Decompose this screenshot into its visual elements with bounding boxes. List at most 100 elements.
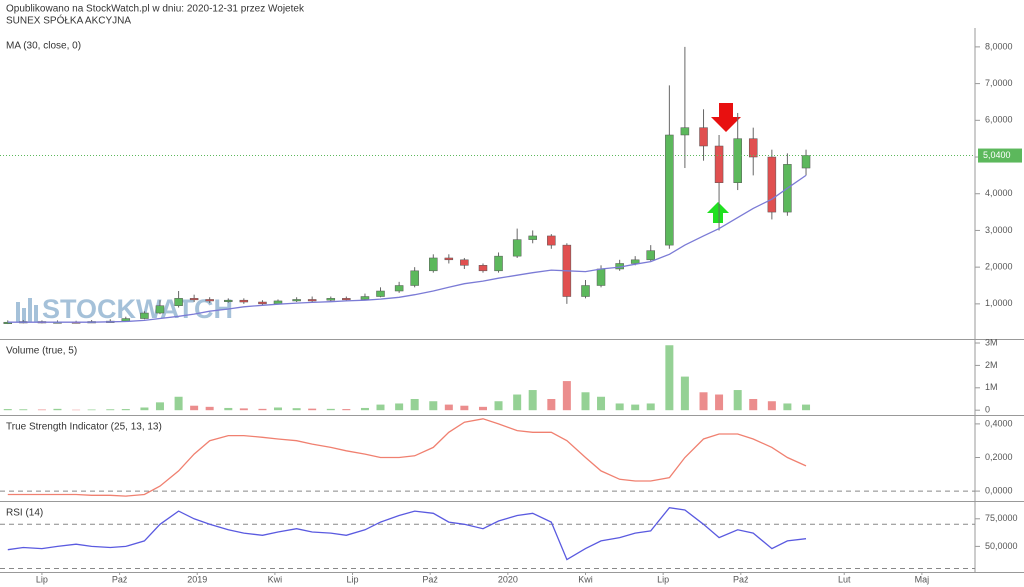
volume-bar (715, 394, 724, 411)
volume-bar (53, 408, 62, 411)
candle-body (630, 259, 640, 264)
volume-bar (395, 403, 404, 411)
y-tick-label: 75,0000 (985, 513, 1018, 523)
candle-body (307, 299, 317, 302)
candle-body (547, 235, 556, 246)
volume-bar (155, 402, 164, 411)
volume-bar (121, 409, 130, 411)
candle-body (342, 298, 351, 301)
candle-body (460, 259, 469, 266)
candle-body (714, 145, 724, 183)
y-tick-label: 4,0000 (985, 188, 1013, 198)
candle-body (429, 257, 438, 272)
y-tick-label: 1M (985, 382, 998, 392)
volume-bar (342, 409, 351, 411)
volume-bar (258, 408, 267, 411)
candle-body (699, 127, 708, 147)
y-tick-label: 3,0000 (985, 225, 1013, 235)
x-tick-label: Lip (36, 574, 48, 584)
y-tick-label: 0,0000 (985, 485, 1013, 495)
candle-body (665, 134, 674, 246)
volume-bar (631, 404, 640, 411)
volume-bar (140, 407, 149, 411)
candle-body (512, 239, 522, 257)
volume-bar (802, 404, 811, 411)
candle-body (292, 299, 301, 302)
candle-body (258, 301, 267, 305)
volume-bar (3, 409, 12, 411)
volume-bar (444, 404, 453, 411)
volume-bar (528, 390, 537, 411)
volume-bar (767, 401, 776, 411)
candle-body (581, 285, 590, 297)
volume-bar (190, 405, 199, 411)
volume-bar (429, 401, 438, 411)
volume-bar (308, 408, 317, 411)
volume-bar (273, 407, 282, 411)
y-tick-label: 50,0000 (985, 541, 1018, 551)
y-tick-label: 0,4000 (985, 418, 1013, 428)
candle-body (596, 268, 606, 286)
candle-body (376, 290, 385, 297)
last-price-box (978, 148, 1022, 163)
x-tick-label: Paź (422, 574, 438, 584)
volume-bar (581, 392, 590, 411)
line (7, 507, 807, 561)
chart-title: Opublikowano na StockWatch.pl w dniu: 20… (6, 4, 305, 15)
y-tick-label: 2,0000 (985, 262, 1013, 272)
volume-bar (562, 381, 571, 411)
candle-body (748, 138, 758, 158)
x-tick-label: Kwi (268, 574, 283, 584)
volume-bar (733, 390, 742, 411)
candle-body (360, 296, 370, 300)
x-tick-label: 2020 (498, 574, 518, 584)
candle-body (444, 257, 454, 261)
y-tick-label: 7,0000 (985, 78, 1013, 88)
watermark: STOCKWATCH (42, 294, 233, 324)
panel-label: RSI (14) (6, 508, 43, 519)
volume-bar (376, 404, 385, 411)
candle-body (680, 127, 690, 136)
volume-bar (174, 396, 183, 411)
icon-bar (28, 298, 32, 322)
y-tick-label: 0,2000 (985, 452, 1013, 462)
candle-body (801, 155, 811, 169)
line (7, 418, 807, 497)
candle-body (174, 298, 183, 306)
down-arrow (711, 103, 741, 132)
panel-label: Volume (true, 5) (6, 346, 77, 357)
candle-body (646, 250, 655, 261)
y-tick-label: 1,0000 (985, 298, 1013, 308)
volume-bar (360, 407, 369, 411)
candle-body (189, 298, 199, 301)
volume-bar (749, 398, 758, 411)
y-tick-label: 3M (985, 337, 998, 347)
volume-bar (680, 376, 689, 411)
y-tick-label: 6,0000 (985, 115, 1013, 125)
volume-bar (783, 403, 792, 411)
icon-bar (16, 302, 20, 322)
volume-bar (224, 407, 233, 411)
volume-bar (292, 408, 301, 411)
x-tick-label: 2019 (187, 574, 207, 584)
volume-bar (239, 408, 248, 411)
line (7, 174, 807, 323)
y-tick-label: 8,0000 (985, 41, 1013, 51)
volume-bar (37, 409, 46, 411)
candle-body (239, 299, 249, 303)
candle-body (494, 255, 503, 272)
volume-bar (513, 394, 522, 411)
watermark-icon (16, 298, 38, 322)
y-tick-label: 0 (985, 405, 990, 415)
volume-bar (87, 409, 96, 411)
candle-body (394, 285, 404, 292)
icon-bar (22, 308, 26, 322)
x-tick-label: Lut (838, 574, 851, 584)
candle-body (767, 156, 777, 213)
x-tick-label: Lip (657, 574, 669, 584)
volume-bar (699, 392, 708, 411)
candle-body (478, 265, 488, 272)
volume-bar (478, 406, 487, 411)
volume-bar (410, 398, 419, 411)
